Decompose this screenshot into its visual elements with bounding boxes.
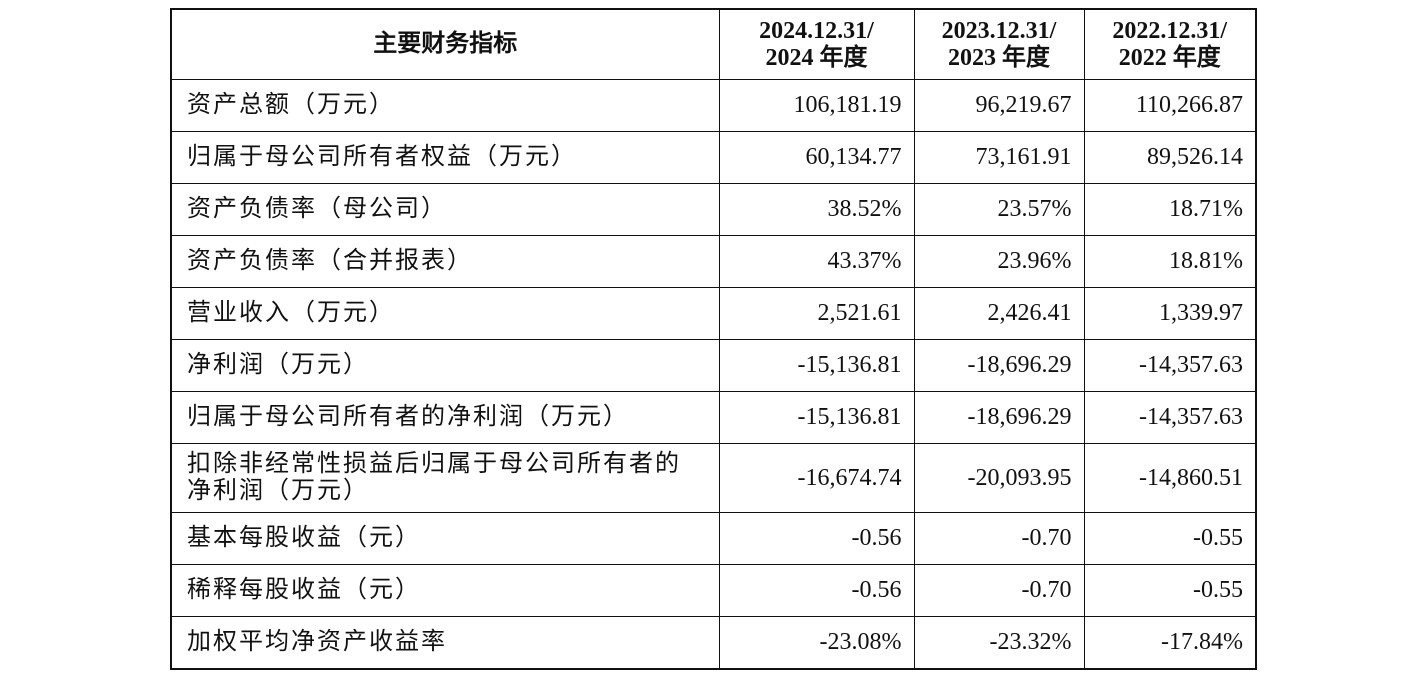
value-cell: -20,093.95 <box>913 443 1085 513</box>
value-cell: 2,426.41 <box>913 287 1085 340</box>
value-cell: 89,526.14 <box>1083 131 1257 184</box>
row-label: 稀释每股收益（元） <box>170 564 720 617</box>
header-cell: 2022.12.31/2022 年度 <box>1083 8 1257 80</box>
row-label: 扣除非经常性损益后归属于母公司所有者的净利润（万元） <box>170 443 720 513</box>
value-cell: -23.08% <box>718 616 915 670</box>
table-row: 资产负债率（母公司） 38.52% 23.57% 18.71% <box>170 183 1257 236</box>
header-text: 2024 年度 <box>765 44 868 71</box>
value-cell: 18.81% <box>1083 235 1257 288</box>
value-cell: -0.56 <box>718 564 915 617</box>
header-cell: 2023.12.31/2023 年度 <box>913 8 1085 80</box>
row-label: 加权平均净资产收益率 <box>170 616 720 670</box>
table-row: 资产负债率（合并报表） 43.37% 23.96% 18.81% <box>170 235 1257 288</box>
table-row: 资产总额（万元） 106,181.19 96,219.67 110,266.87 <box>170 79 1257 132</box>
row-label: 资产负债率（合并报表） <box>170 235 720 288</box>
header-row: 主要财务指标 2024.12.31/2024 年度 2023.12.31/2023 … <box>170 8 1257 80</box>
value-cell: -14,860.51 <box>1083 443 1257 513</box>
value-cell: 110,266.87 <box>1083 79 1257 132</box>
value-cell: 60,134.77 <box>718 131 915 184</box>
value-cell: -17.84% <box>1083 616 1257 670</box>
header-text: 2022.12.31/ <box>1112 17 1228 44</box>
table-row: 加权平均净资产收益率 -23.08% -23.32% -17.84% <box>170 616 1257 670</box>
value-cell: 106,181.19 <box>718 79 915 132</box>
table-row: 归属于母公司所有者权益（万元） 60,134.77 73,161.91 89,526.… <box>170 131 1257 184</box>
value-cell: 73,161.91 <box>913 131 1085 184</box>
value-cell: -15,136.81 <box>718 339 915 392</box>
header-text: 2022 年度 <box>1118 44 1221 71</box>
table-row: 净利润（万元） -15,136.81 -18,696.29 -14,357.63 <box>170 339 1257 392</box>
table-body: 资产总额（万元） 106,181.19 96,219.67 110,266.87 归属于… <box>170 79 1257 670</box>
value-cell: -0.55 <box>1083 512 1257 565</box>
table-row: 稀释每股收益（元） -0.56 -0.70 -0.55 <box>170 564 1257 617</box>
header-text: 2024.12.31/ <box>759 17 874 44</box>
row-label: 归属于母公司所有者权益（万元） <box>170 131 720 184</box>
header-cell: 主要财务指标 <box>170 8 720 80</box>
value-cell: 23.57% <box>913 183 1085 236</box>
value-cell: -18,696.29 <box>913 339 1085 392</box>
value-cell: -0.55 <box>1083 564 1257 617</box>
value-cell: 96,219.67 <box>913 79 1085 132</box>
row-label: 资产总额（万元） <box>170 79 720 132</box>
row-label: 营业收入（万元） <box>170 287 720 340</box>
value-cell: -0.56 <box>718 512 915 565</box>
table-row: 归属于母公司所有者的净利润（万元） -15,136.81 -18,696.29 -14… <box>170 391 1257 444</box>
table-row: 基本每股收益（元） -0.56 -0.70 -0.55 <box>170 512 1257 565</box>
header-cell: 2024.12.31/2024 年度 <box>718 8 915 80</box>
value-cell: 18.71% <box>1083 183 1257 236</box>
header-text: 2023 年度 <box>948 44 1050 71</box>
value-cell: -15,136.81 <box>718 391 915 444</box>
value-cell: 38.52% <box>718 183 915 236</box>
header-text: 2023.12.31/ <box>941 17 1057 44</box>
row-label: 资产负债率（母公司） <box>170 183 720 236</box>
row-label: 基本每股收益（元） <box>170 512 720 565</box>
value-cell: -14,357.63 <box>1083 339 1257 392</box>
financial-table: 主要财务指标 2024.12.31/2024 年度 2023.12.31/2023 … <box>170 8 1257 670</box>
header-text: 主要财务指标 <box>373 31 518 57</box>
table-row: 扣除非经常性损益后归属于母公司所有者的净利润（万元） -16,674.74 -20,… <box>170 443 1257 513</box>
value-cell: 2,521.61 <box>718 287 915 340</box>
value-cell: -14,357.63 <box>1083 391 1257 444</box>
row-label: 净利润（万元） <box>170 339 720 392</box>
table-row: 营业收入（万元） 2,521.61 2,426.41 1,339.97 <box>170 287 1257 340</box>
value-cell: 43.37% <box>718 235 915 288</box>
value-cell: -18,696.29 <box>913 391 1085 444</box>
value-cell: -0.70 <box>913 512 1085 565</box>
value-cell: -16,674.74 <box>718 443 915 513</box>
value-cell: 23.96% <box>913 235 1085 288</box>
row-label: 归属于母公司所有者的净利润（万元） <box>170 391 720 444</box>
value-cell: -23.32% <box>913 616 1085 670</box>
value-cell: -0.70 <box>913 564 1085 617</box>
value-cell: 1,339.97 <box>1083 287 1257 340</box>
